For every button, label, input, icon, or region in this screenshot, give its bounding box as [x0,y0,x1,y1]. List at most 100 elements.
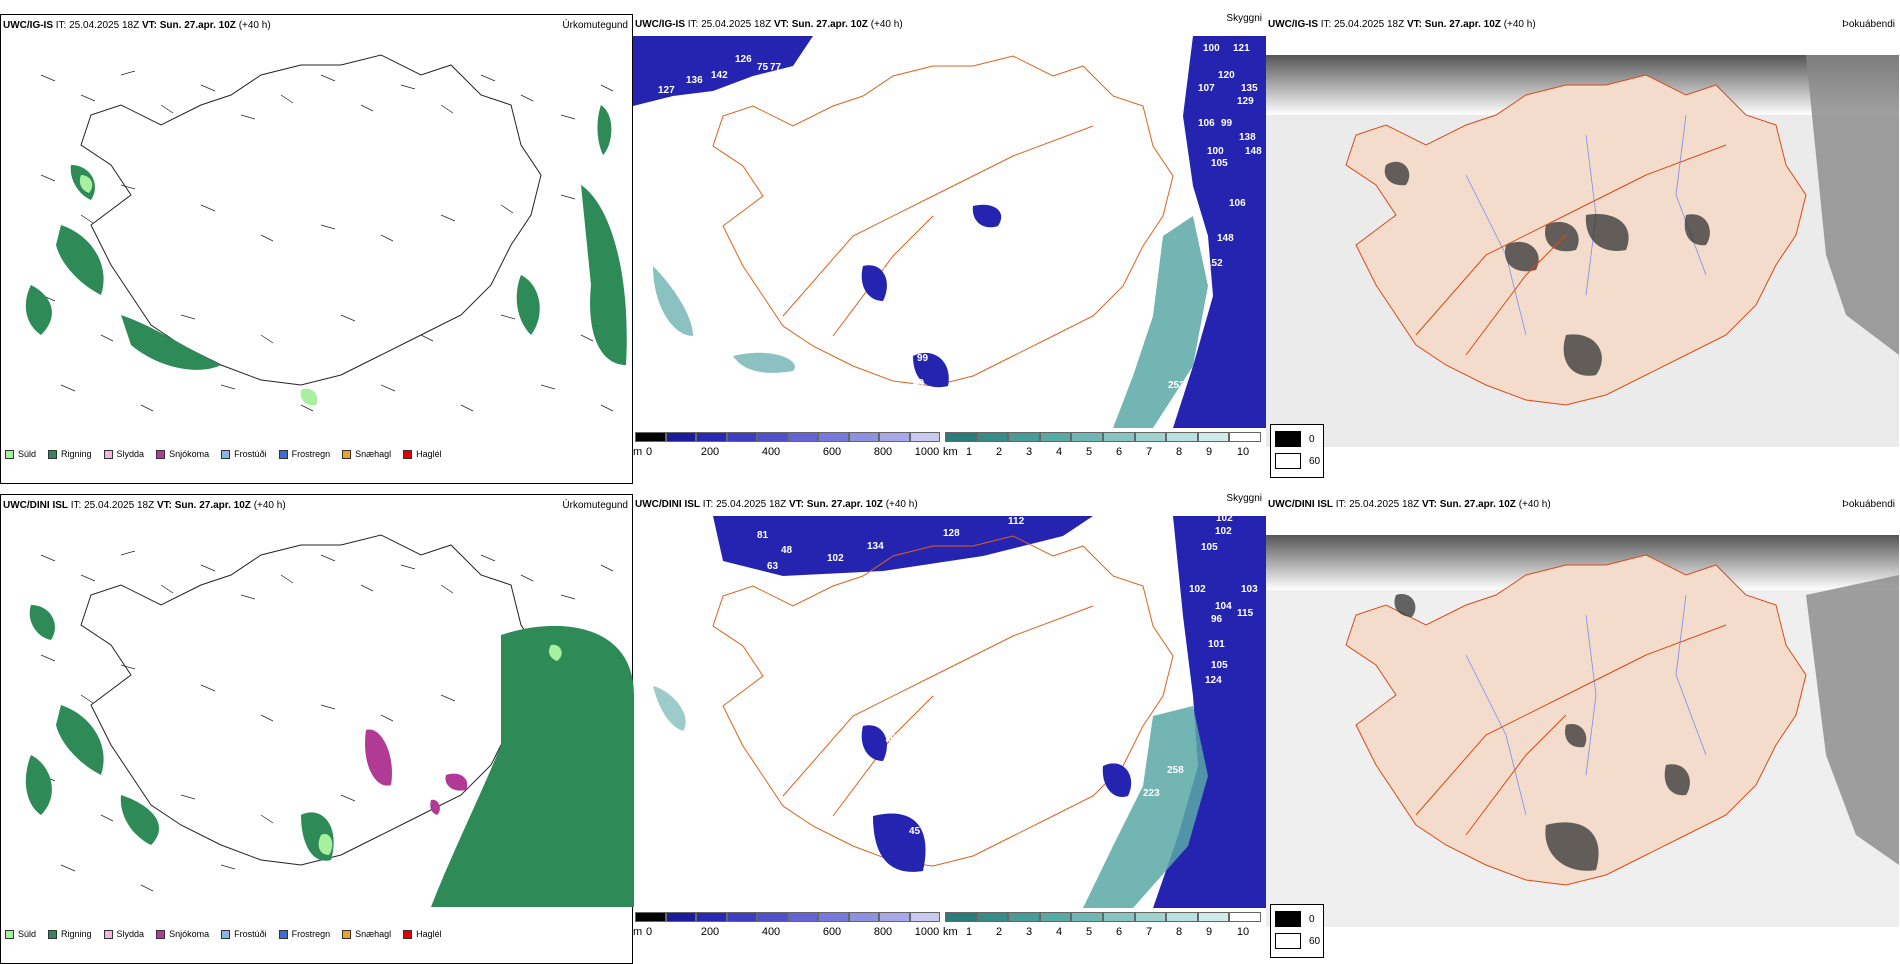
ceiling-label: 99 [795,353,807,364]
cloud-legend-item: 0 [1275,431,1315,447]
cloud-legend-label: 60 [1309,935,1321,947]
ceiling-label: 96 [1211,614,1223,625]
ceiling-label: 102 [1215,526,1232,537]
legend-item: Snjókoma [156,449,209,459]
legend-swatch [221,929,231,939]
ceiling-tick: 800 [873,926,893,938]
legend-swatch [342,929,352,939]
ceiling-label: 102 [1189,584,1206,595]
ceiling-tick: 400 [761,446,781,458]
legend-label: Frostúði [234,929,267,939]
lead-time: (+40 h) [870,19,903,30]
cloud-legend: 0 60 [1270,904,1324,958]
ceiling-land [861,725,1132,872]
legend-item: Snjókoma [156,929,209,939]
ceiling-label: 105 [1201,542,1218,553]
ceiling-sea-east [1153,516,1266,908]
ceiling-label: 100 [993,228,1010,239]
ceiling-tick: 600 [822,926,842,938]
legend-item: Snæhagl [342,929,391,939]
ceiling-label: 63 [767,561,779,572]
legend-item: Frostregn [278,449,331,459]
legend-item: Frostúði [221,929,267,939]
ceiling-label: 102 [827,553,844,564]
model-name: UWC/DINI ISL [3,500,68,511]
visibility-tick: 9 [1205,926,1213,938]
fog-indicator-land [1384,161,1710,376]
ceiling-label: 107 [1198,83,1215,94]
cloud-legend-item: 0 [1275,911,1315,927]
visibility-tick: 2 [995,926,1003,938]
rivers [1465,594,1707,816]
legend-label: Frostregn [291,449,331,459]
visibility-tick: 6 [1115,926,1123,938]
ceiling-sea-east [1173,36,1266,428]
visibility-tick: 8 [1175,446,1183,458]
ceiling-label: 135 [1241,83,1258,94]
legend-item: Rigning [48,929,92,939]
model-name: UWC/DINI ISL [635,499,700,510]
panel-header: UWC/DINI ISL IT: 25.04.2025 18Z VT: Sun.… [3,499,628,513]
ceiling-land [861,204,1002,388]
visibility-tick: 8 [1175,926,1183,938]
panel-name: Þokuábendi [1842,499,1895,510]
ceiling-label: 124 [883,266,900,277]
precip-panel-top: UWC/IG-IS IT: 25.04.2025 18Z VT: Sun. 27… [0,14,633,484]
ceiling-label: 75 [757,62,769,73]
valid-time: Sun. 27.apr. 10Z [1424,19,1501,30]
vt-label: VT: [1421,499,1437,510]
ceiling-label: 127 [658,85,675,96]
cloud-legend-label: 60 [1309,455,1321,467]
it-label: IT: [70,500,82,511]
ceiling-label: 102 [1216,516,1233,524]
panel-name: Skyggni [1226,13,1262,24]
panel-header: UWC/DINI ISL IT: 25.04.2025 18Z VT: Sun.… [1268,498,1895,512]
model-name: UWC/DINI ISL [1268,499,1333,510]
valid-time: Sun. 27.apr. 10Z [1439,499,1516,510]
ceiling-label: 136 [686,75,703,86]
iceland-outline [80,54,542,386]
lead-time: (+40 h) [1518,499,1551,510]
ceiling-label: 124 [1205,675,1222,686]
legend-label: Rigning [61,449,92,459]
ceiling-label: 138 [1239,132,1256,143]
legend-label: Slydda [116,929,145,939]
ceiling-tick: 800 [873,446,893,458]
visibility-tick: 1 [965,926,973,938]
ceiling-tick: 200 [700,926,720,938]
init-time: 25.04.2025 18Z [69,20,140,31]
cloud-map [1266,535,1899,927]
ceiling-sea-north [633,36,813,106]
ceiling-tick: 0 [645,446,653,458]
ceiling-label: 49 [913,378,925,389]
visibility-tick: 3 [1025,446,1033,458]
ceiling-label: 105 [1211,660,1228,671]
lead-time: (+40 h) [1503,19,1536,30]
ceiling-colorbar: m 0 200 400 600 800 1000 [633,912,943,946]
cloud-map [1266,55,1899,447]
ceiling-label: 45 [909,826,921,837]
legend-item: Frostregn [278,929,330,939]
visibility-unit: km [943,926,958,938]
it-label: IT: [55,20,67,31]
legend-label: Snjókoma [169,929,210,939]
cloud-panel-bottom: UWC/DINI ISL IT: 25.04.2025 18Z VT: Sun.… [1266,494,1899,964]
ceiling-label: 121 [1233,43,1250,54]
cloud-legend-item: 60 [1275,453,1320,469]
cloud-legend-swatch [1275,933,1301,949]
it-label: IT: [1335,499,1347,510]
visibility-panel-bottom: UWC/DINI ISL IT: 25.04.2025 18Z VT: Sun.… [633,493,1266,964]
visibility-tick: 7 [1145,446,1153,458]
it-label: IT: [702,499,714,510]
ceiling-colorbar-bar [635,912,940,922]
ceiling-colorbar: m 0 200 400 600 800 1000 [633,432,943,466]
cloud-legend-item: 60 [1275,933,1320,949]
init-time: 25.04.2025 18Z [1334,19,1405,30]
lead-time: (+40 h) [253,500,286,511]
ceiling-label: 72 [911,313,923,324]
cloud-dark-east [1806,575,1899,865]
fog-sea-east [1083,706,1208,908]
legend-item: Rigning [48,449,92,459]
roads [712,55,1174,387]
visibility-tick: 10 [1236,926,1250,938]
